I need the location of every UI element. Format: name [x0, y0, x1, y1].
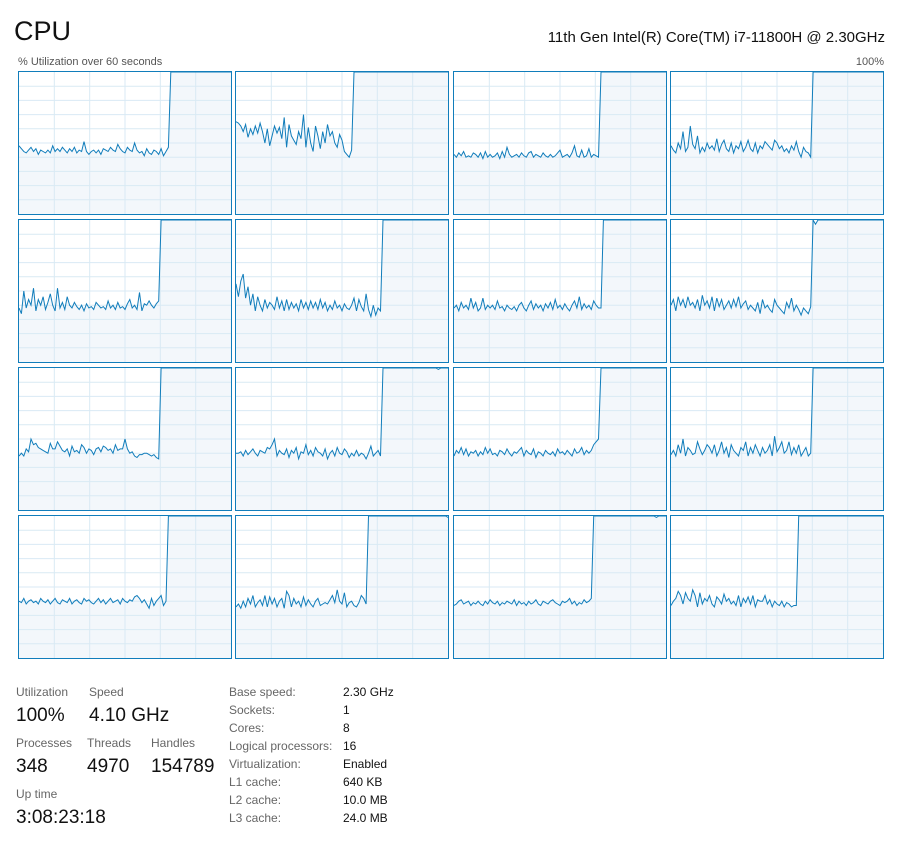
- utilization-label: Utilization: [16, 685, 69, 699]
- core-utilization-area: [670, 368, 883, 510]
- core-graph-13: [235, 515, 450, 659]
- core-graph-1: [235, 71, 450, 215]
- core-utilization-line: [453, 516, 666, 607]
- core-utilization-line: [236, 72, 449, 159]
- core-utilization-line: [670, 516, 883, 609]
- sockets-value: 1: [343, 703, 350, 717]
- graph-axis-max-label: 100%: [855, 56, 884, 68]
- core-utilization-area: [453, 220, 666, 362]
- core-graph-6: [452, 219, 667, 363]
- core-graph-12: [18, 515, 232, 659]
- core-graph-0: [18, 71, 232, 215]
- core-graph-7: [669, 219, 884, 363]
- core-utilization-area: [19, 72, 231, 214]
- logical-processor-graph-grid[interactable]: [18, 71, 884, 659]
- core-utilization-area: [236, 368, 449, 510]
- core-graph-9: [235, 367, 450, 511]
- core-utilization-line: [670, 220, 883, 317]
- handles-label: Handles: [151, 736, 196, 750]
- virtualization-value: Enabled: [343, 757, 388, 771]
- core-utilization-line: [19, 516, 231, 610]
- core-utilization-line: [670, 368, 883, 458]
- core-graph-3: [669, 71, 884, 215]
- core-utilization-area: [236, 220, 449, 362]
- processes-value: 348: [16, 756, 48, 777]
- core-graph-5: [235, 219, 450, 363]
- core-utilization-area: [236, 516, 449, 658]
- logical-processors-label: Logical processors:: [229, 739, 333, 753]
- core-graph-14: [452, 515, 667, 659]
- core-utilization-line: [453, 368, 666, 460]
- core-utilization-line: [670, 72, 883, 160]
- core-utilization-area: [453, 72, 666, 214]
- sockets-label: Sockets:: [229, 703, 276, 717]
- l2-cache-value: 10.0 MB: [343, 793, 388, 807]
- core-graph-10: [452, 367, 667, 511]
- core-utilization-area: [670, 516, 883, 658]
- l1-cache-value: 640 KB: [343, 775, 383, 789]
- base-speed-label: Base speed:: [229, 685, 296, 699]
- cores-value: 8: [343, 721, 350, 735]
- core-utilization-area: [19, 220, 231, 362]
- core-utilization-line: [453, 220, 666, 313]
- core-utilization-line: [236, 368, 449, 461]
- graph-axis-label: % Utilization over 60 seconds: [18, 56, 163, 68]
- core-graph-4: [18, 219, 232, 363]
- core-utilization-line: [453, 72, 666, 161]
- cpu-model-name: 11th Gen Intel(R) Core(TM) i7-11800H @ 2…: [547, 29, 885, 46]
- core-utilization-line: [236, 516, 449, 610]
- core-utilization-area: [19, 516, 231, 658]
- logical-processors-value: 16: [343, 739, 357, 753]
- l3-cache-label: L3 cache:: [229, 811, 282, 825]
- speed-value: 4.10 GHz: [89, 705, 170, 726]
- core-utilization-line: [19, 220, 231, 314]
- handles-value: 154789: [151, 756, 215, 777]
- core-graph-8: [18, 367, 232, 511]
- threads-label: Threads: [87, 736, 132, 750]
- virtualization-label: Virtualization:: [229, 757, 301, 771]
- page-title: CPU: [14, 16, 72, 46]
- core-graph-15: [669, 515, 884, 659]
- core-utilization-line: [19, 368, 231, 460]
- core-utilization-line: [236, 220, 449, 319]
- core-utilization-line: [19, 72, 231, 158]
- processes-label: Processes: [16, 736, 73, 750]
- l2-cache-label: L2 cache:: [229, 793, 282, 807]
- uptime-label: Up time: [16, 787, 58, 801]
- l1-cache-label: L1 cache:: [229, 775, 282, 789]
- core-utilization-area: [453, 368, 666, 510]
- utilization-value: 100%: [16, 705, 65, 726]
- base-speed-value: 2.30 GHz: [343, 685, 394, 699]
- speed-label: Speed: [89, 685, 124, 699]
- l3-cache-value: 24.0 MB: [343, 811, 388, 825]
- core-graph-11: [669, 367, 884, 511]
- uptime-value: 3:08:23:18: [16, 807, 106, 828]
- core-graph-2: [452, 71, 667, 215]
- core-utilization-area: [453, 516, 666, 658]
- cores-label: Cores:: [229, 721, 265, 735]
- core-utilization-area: [670, 220, 883, 362]
- threads-value: 4970: [87, 756, 130, 777]
